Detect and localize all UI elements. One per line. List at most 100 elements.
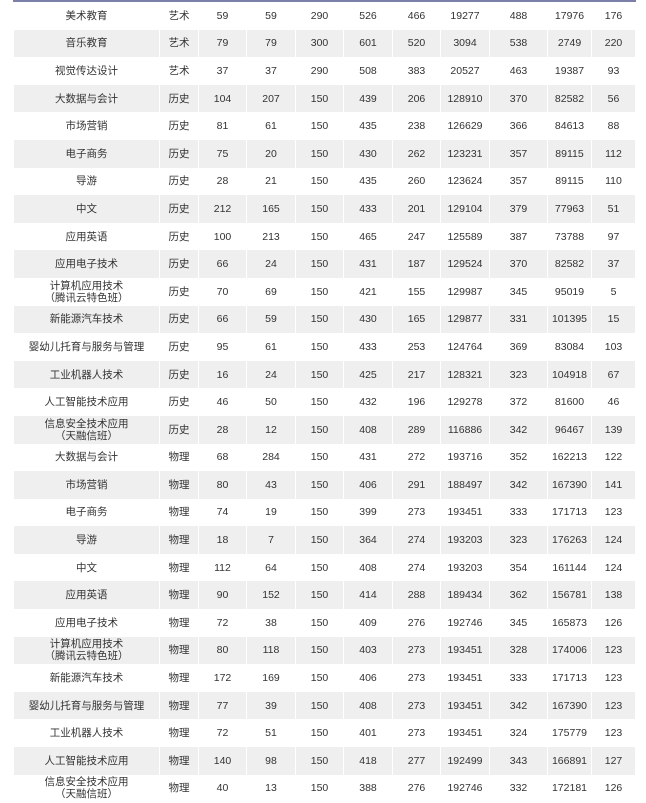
value-cell: 40 <box>198 774 247 803</box>
value-cell: 169 <box>246 664 296 692</box>
value-cell: 155 <box>392 277 441 306</box>
subject-category-cell: 历史 <box>159 305 199 334</box>
table-row: 应用电子技术 历史 66 24 150 431 187 129524 370 82582 37 <box>13 250 636 278</box>
value-cell: 220 <box>591 29 636 58</box>
value-cell: 274 <box>392 526 441 554</box>
value-cell: 123 <box>591 719 636 748</box>
value-cell: 123231 <box>440 139 490 168</box>
value-cell: 150 <box>295 581 344 610</box>
value-cell: 167390 <box>547 471 592 499</box>
value-cell: 59 <box>198 1 247 30</box>
value-cell: 46 <box>198 388 247 416</box>
value-cell: 357 <box>489 167 548 196</box>
value-cell: 150 <box>295 664 344 692</box>
subject-category-cell: 艺术 <box>159 29 199 58</box>
major-name-cell: 电子商务 <box>13 139 160 168</box>
value-cell: 383 <box>392 57 441 85</box>
value-cell: 61 <box>246 112 296 140</box>
value-cell: 72 <box>198 609 247 637</box>
value-cell: 51 <box>591 195 636 223</box>
major-name-cell: 计算机应用技术 （腾讯云特色班） <box>13 636 160 665</box>
value-cell: 276 <box>392 774 441 803</box>
value-cell: 19387 <box>547 57 592 85</box>
value-cell: 116886 <box>440 415 490 444</box>
value-cell: 433 <box>343 333 393 361</box>
value-cell: 19277 <box>440 1 490 30</box>
subject-category-cell: 物理 <box>159 471 199 499</box>
value-cell: 193451 <box>440 719 490 748</box>
value-cell: 124764 <box>440 333 490 361</box>
major-name-cell: 信息安全技术应用 （天融信班） <box>13 774 160 803</box>
value-cell: 77963 <box>547 195 592 223</box>
value-cell: 171713 <box>547 664 592 692</box>
major-name-cell: 信息安全技术应用 （天融信班） <box>13 415 160 444</box>
value-cell: 61 <box>246 333 296 361</box>
value-cell: 379 <box>489 195 548 223</box>
value-cell: 150 <box>295 498 344 527</box>
value-cell: 95 <box>198 333 247 361</box>
value-cell: 201 <box>392 195 441 223</box>
value-cell: 150 <box>295 415 344 444</box>
value-cell: 273 <box>392 636 441 665</box>
value-cell: 37 <box>591 250 636 278</box>
major-name-cell: 新能源汽车技术 <box>13 664 160 692</box>
value-cell: 357 <box>489 139 548 168</box>
major-name-cell: 导游 <box>13 167 160 196</box>
value-cell: 345 <box>489 609 548 637</box>
subject-category-cell: 艺术 <box>159 1 199 30</box>
major-name-cell: 美术教育 <box>13 1 160 30</box>
value-cell: 7 <box>246 526 296 554</box>
value-cell: 439 <box>343 84 393 113</box>
value-cell: 21 <box>246 167 296 196</box>
table-row: 计算机应用技术 （腾讯云特色班） 历史 70 69 150 421 155 129987 345… <box>13 277 636 306</box>
value-cell: 192499 <box>440 747 490 775</box>
major-name-cell: 应用英语 <box>13 581 160 610</box>
table-row: 中文 历史 212 165 150 433 201 129104 379 77963 51 <box>13 195 636 223</box>
table-row: 计算机应用技术 （腾讯云特色班） 物理 80 118 150 403 273 193451 32… <box>13 636 636 665</box>
major-name-cell: 应用英语 <box>13 222 160 251</box>
value-cell: 81 <box>198 112 247 140</box>
value-cell: 129987 <box>440 277 490 306</box>
major-name-cell: 工业机器人技术 <box>13 719 160 748</box>
value-cell: 187 <box>392 250 441 278</box>
value-cell: 150 <box>295 250 344 278</box>
value-cell: 24 <box>246 360 296 389</box>
major-name-cell: 市场营销 <box>13 471 160 499</box>
value-cell: 435 <box>343 112 393 140</box>
value-cell: 431 <box>343 443 393 472</box>
value-cell: 399 <box>343 498 393 527</box>
value-cell: 128910 <box>440 84 490 113</box>
value-cell: 20527 <box>440 57 490 85</box>
value-cell: 18 <box>198 526 247 554</box>
value-cell: 46 <box>591 388 636 416</box>
major-name-cell: 应用电子技术 <box>13 250 160 278</box>
value-cell: 124 <box>591 526 636 554</box>
subject-category-cell: 物理 <box>159 498 199 527</box>
value-cell: 150 <box>295 139 344 168</box>
value-cell: 366 <box>489 112 548 140</box>
value-cell: 174006 <box>547 636 592 665</box>
value-cell: 328 <box>489 636 548 665</box>
value-cell: 93 <box>591 57 636 85</box>
major-name-cell: 人工智能技术应用 <box>13 747 160 775</box>
value-cell: 408 <box>343 553 393 582</box>
value-cell: 372 <box>489 388 548 416</box>
value-cell: 331 <box>489 305 548 334</box>
value-cell: 172 <box>198 664 247 692</box>
value-cell: 80 <box>198 636 247 665</box>
value-cell: 192746 <box>440 774 490 803</box>
value-cell: 101395 <box>547 305 592 334</box>
value-cell: 430 <box>343 305 393 334</box>
value-cell: 20 <box>246 139 296 168</box>
major-name-cell: 中文 <box>13 553 160 582</box>
value-cell: 56 <box>591 84 636 113</box>
value-cell: 123 <box>591 498 636 527</box>
value-cell: 150 <box>295 526 344 554</box>
subject-category-cell: 历史 <box>159 415 199 444</box>
major-name-cell: 音乐教育 <box>13 29 160 58</box>
value-cell: 73788 <box>547 222 592 251</box>
major-name-cell: 婴幼儿托育与服务与管理 <box>13 691 160 720</box>
value-cell: 75 <box>198 139 247 168</box>
value-cell: 79 <box>198 29 247 58</box>
value-cell: 112 <box>198 553 247 582</box>
